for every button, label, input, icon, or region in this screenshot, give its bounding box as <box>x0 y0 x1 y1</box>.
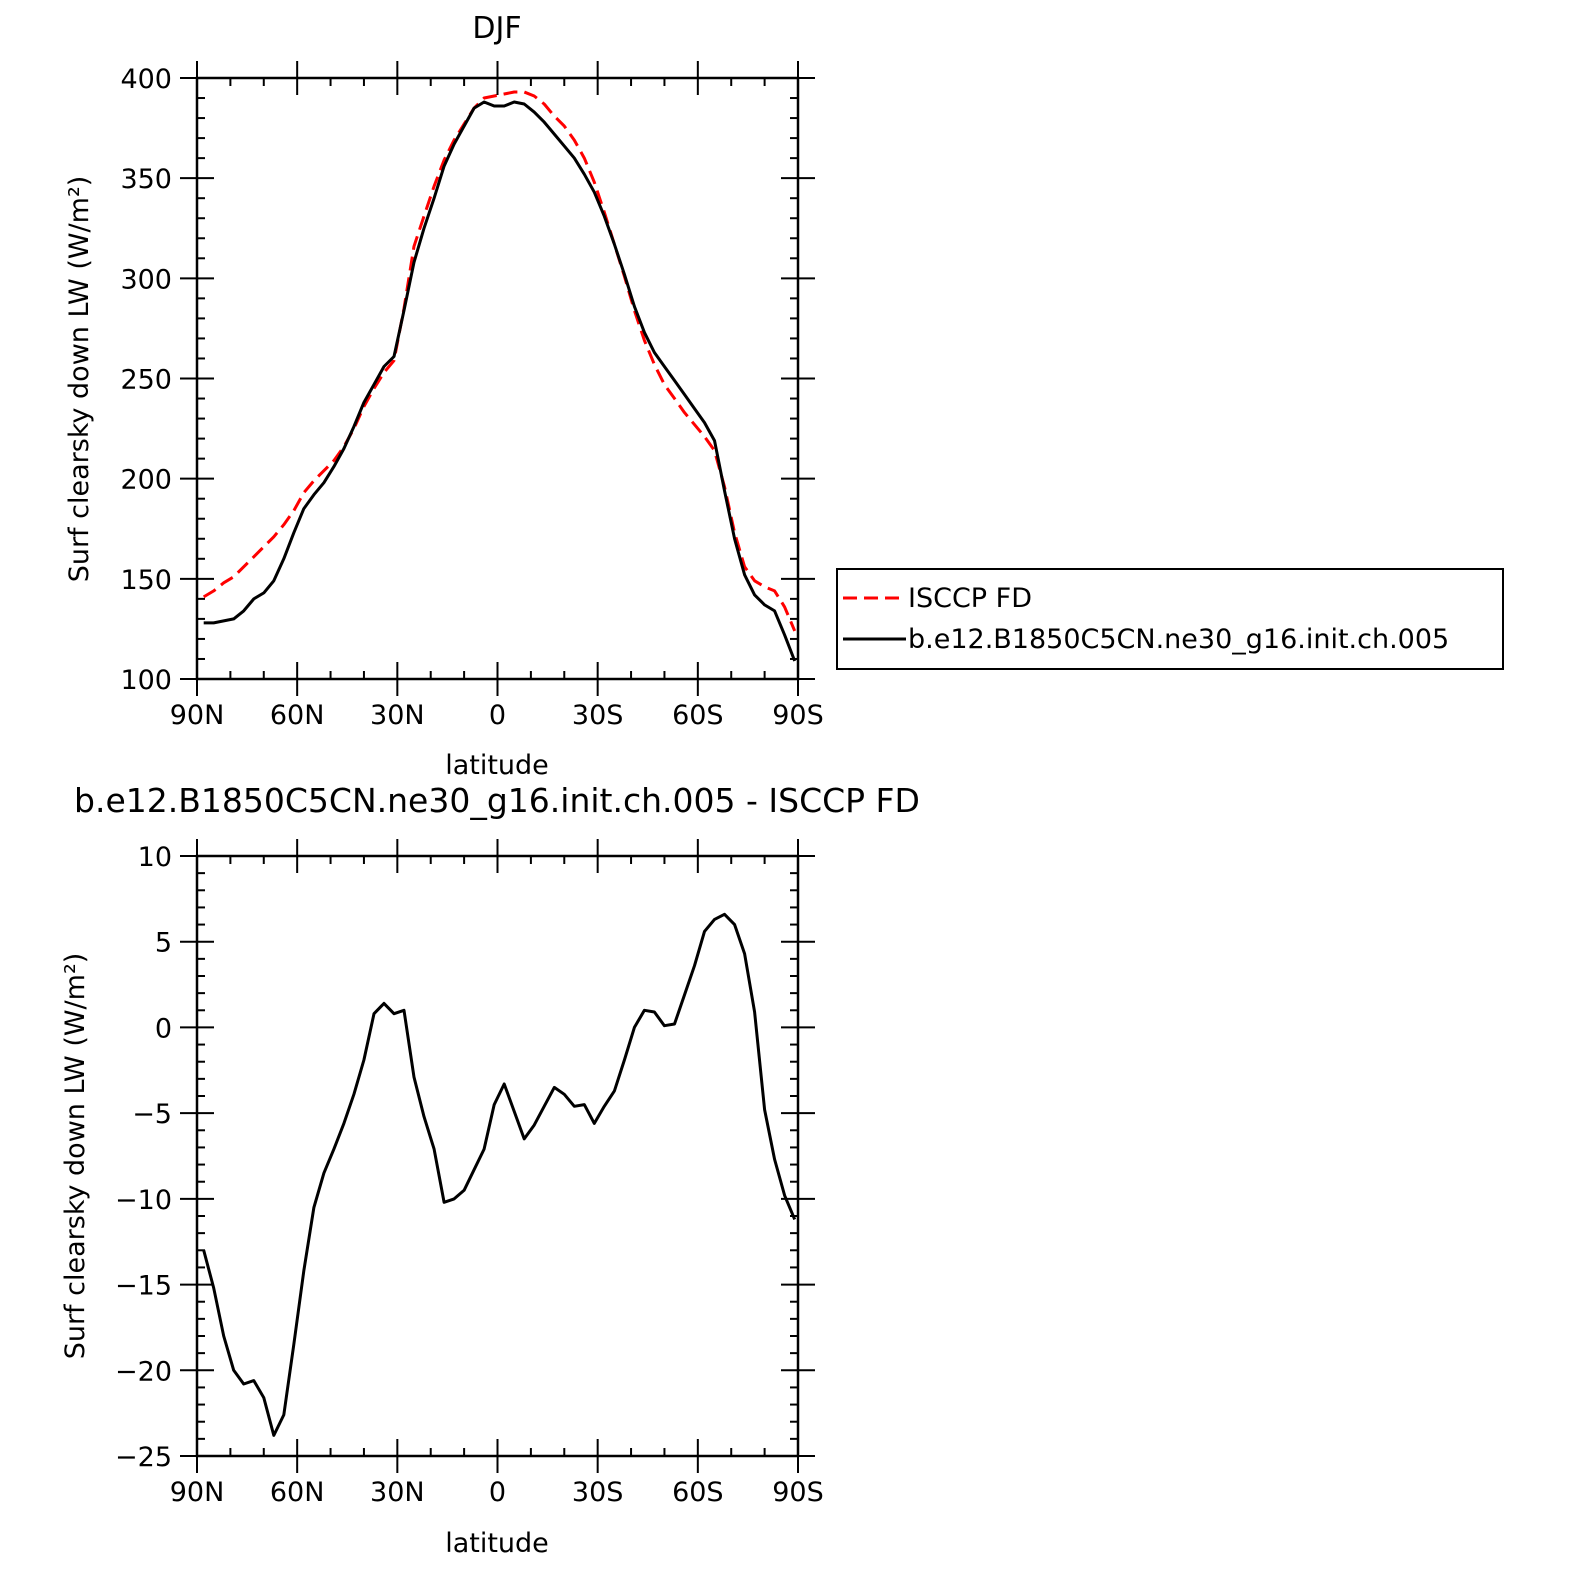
top-chart-series-line-1 <box>203 100 797 662</box>
bottom-chart-title: b.e12.B1850C5CN.ne30_g16.init.ch.005 - I… <box>74 781 920 820</box>
top-chart-x-tick-label: 30N <box>370 700 425 731</box>
top-chart-y-tick-label: 400 <box>120 64 172 95</box>
bottom-chart-series <box>202 912 797 1437</box>
top-chart-ticks: 100 150 200 250 300 350 400 90N 60N 30N 0 30S 60S 90S <box>120 61 824 731</box>
top-chart-title: DJF <box>472 11 521 46</box>
bottom-chart-x-tick-label: 90N <box>170 1477 225 1508</box>
top-chart-y-tick-label: 350 <box>120 164 172 195</box>
bottom-chart-x-tick-label: 30S <box>572 1477 624 1508</box>
bottom-chart-y-tick-label: 5 <box>155 928 172 959</box>
bottom-chart-x-tick-label: 90S <box>772 1477 824 1508</box>
bottom-chart-series-line-0 <box>202 912 797 1437</box>
bottom-chart-y-tick-label: −10 <box>115 1185 172 1216</box>
bottom-chart-y-tick-label: 0 <box>155 1013 172 1044</box>
top-chart-x-axis-label: latitude <box>445 750 549 781</box>
legend-label-isccp-fd: ISCCP FD <box>908 583 1032 614</box>
top-chart-y-tick-label: 100 <box>120 665 172 696</box>
top-chart-y-tick-label: 250 <box>120 365 172 396</box>
bottom-chart-y-axis-label: Surf clearsky down LW (W/m²) <box>60 953 91 1360</box>
bottom-chart-y-tick-label: −20 <box>115 1356 172 1387</box>
legend-label-model: b.e12.B1850C5CN.ne30_g16.init.ch.005 <box>908 624 1449 655</box>
top-chart-x-tick-label: 60S <box>672 700 724 731</box>
top-chart-y-tick-label: 300 <box>120 264 172 295</box>
bottom-chart-x-tick-label: 60N <box>270 1477 325 1508</box>
bottom-chart-x-tick-label: 0 <box>489 1477 506 1508</box>
bottom-chart-y-tick-label: −5 <box>132 1099 172 1130</box>
bottom-chart-y-tick-label: −15 <box>115 1271 172 1302</box>
top-chart-y-tick-label: 150 <box>120 565 172 596</box>
bottom-chart-y-tick-label: −25 <box>115 1442 172 1473</box>
bottom-chart-plot-frame <box>195 854 800 1458</box>
top-chart-x-tick-label: 30S <box>572 700 624 731</box>
top-chart-x-tick-label: 0 <box>489 700 506 731</box>
bottom-chart-x-tick-label: 30N <box>370 1477 425 1508</box>
bottom-chart-y-tick-label: 10 <box>138 842 172 873</box>
bottom-chart-x-tick-label: 60S <box>672 1477 724 1508</box>
top-chart-y-axis-label: Surf clearsky down LW (W/m²) <box>64 176 95 583</box>
top-chart-series <box>202 90 797 662</box>
top-chart: DJF Surf clearsky down LW (W/m²) latitud… <box>64 11 1504 781</box>
top-chart-y-tick-label: 200 <box>120 465 172 496</box>
bottom-chart-x-axis-label: latitude <box>445 1528 549 1559</box>
bottom-chart: b.e12.B1850C5CN.ne30_g16.init.ch.005 - I… <box>60 781 920 1559</box>
top-chart-x-tick-label: 90N <box>170 700 225 731</box>
bottom-chart-ticks: −25 −20 −15 −10 −5 0 5 10 90N 60N 30N 0 30S 60S 90S <box>115 839 824 1508</box>
legend: ISCCP FD b.e12.B1850C5CN.ne30_g16.init.c… <box>836 568 1504 670</box>
top-chart-plot-frame <box>195 76 800 681</box>
top-chart-x-tick-label: 60N <box>270 700 325 731</box>
top-chart-series-line-0 <box>202 90 797 632</box>
legend-box <box>836 568 1504 670</box>
top-chart-x-tick-label: 90S <box>772 700 824 731</box>
